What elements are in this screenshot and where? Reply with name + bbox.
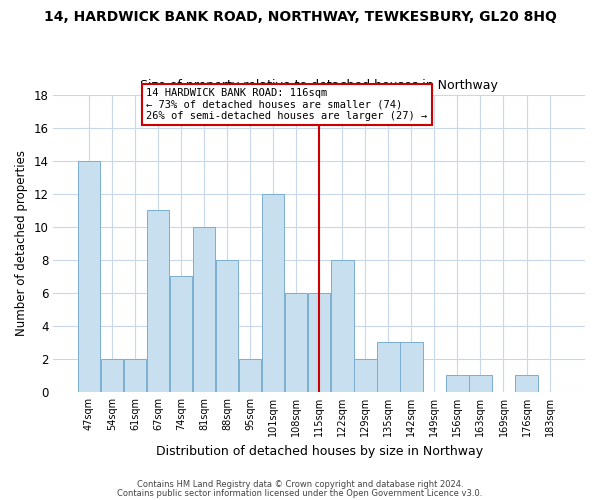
Bar [515, 376, 538, 392]
Text: 14, HARDWICK BANK ROAD, NORTHWAY, TEWKESBURY, GL20 8HQ: 14, HARDWICK BANK ROAD, NORTHWAY, TEWKES… [44, 10, 556, 24]
Bar [193, 226, 215, 392]
Text: 14 HARDWICK BANK ROAD: 116sqm
← 73% of detached houses are smaller (74)
26% of s: 14 HARDWICK BANK ROAD: 116sqm ← 73% of d… [146, 88, 428, 121]
Bar [469, 376, 492, 392]
Bar [377, 342, 400, 392]
Y-axis label: Number of detached properties: Number of detached properties [15, 150, 28, 336]
Bar [170, 276, 192, 392]
Bar [285, 293, 307, 392]
Bar [331, 260, 353, 392]
Bar [354, 359, 377, 392]
Bar [446, 376, 469, 392]
Text: Contains HM Land Registry data © Crown copyright and database right 2024.: Contains HM Land Registry data © Crown c… [137, 480, 463, 489]
Bar [400, 342, 422, 392]
Bar [262, 194, 284, 392]
Bar [239, 359, 262, 392]
Bar [216, 260, 238, 392]
Bar [146, 210, 169, 392]
Bar [77, 160, 100, 392]
Title: Size of property relative to detached houses in Northway: Size of property relative to detached ho… [140, 79, 498, 92]
Bar [124, 359, 146, 392]
Text: Contains public sector information licensed under the Open Government Licence v3: Contains public sector information licen… [118, 489, 482, 498]
Bar [308, 293, 331, 392]
Bar [101, 359, 123, 392]
X-axis label: Distribution of detached houses by size in Northway: Distribution of detached houses by size … [155, 444, 483, 458]
